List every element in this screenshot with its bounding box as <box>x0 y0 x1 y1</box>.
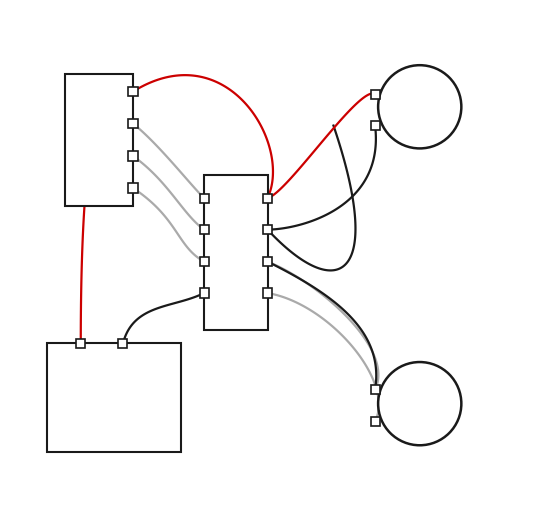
Bar <box>128 151 137 161</box>
Bar <box>371 121 380 130</box>
Bar <box>371 385 380 394</box>
Bar <box>128 87 137 96</box>
Bar <box>47 343 181 452</box>
Text: switch: switch <box>91 115 106 164</box>
Circle shape <box>378 362 461 445</box>
Text: nav: nav <box>404 98 435 116</box>
Text: block: block <box>228 232 243 273</box>
Bar <box>200 288 209 298</box>
Bar <box>200 225 209 234</box>
Bar <box>371 417 380 426</box>
Bar <box>200 257 209 266</box>
Text: 360: 360 <box>404 394 435 412</box>
Bar <box>263 193 272 203</box>
Circle shape <box>378 65 461 148</box>
Text: 12v battery: 12v battery <box>61 418 142 431</box>
Bar <box>263 257 272 266</box>
Bar <box>263 288 272 298</box>
Bar <box>65 74 133 206</box>
Bar <box>128 119 137 128</box>
Bar <box>371 90 380 98</box>
Text: +: + <box>70 367 91 391</box>
Bar <box>118 339 127 348</box>
Bar <box>128 184 137 192</box>
Bar <box>200 193 209 203</box>
Bar <box>204 175 268 330</box>
Bar <box>76 339 85 348</box>
Text: -: - <box>118 367 128 391</box>
Bar <box>263 225 272 234</box>
